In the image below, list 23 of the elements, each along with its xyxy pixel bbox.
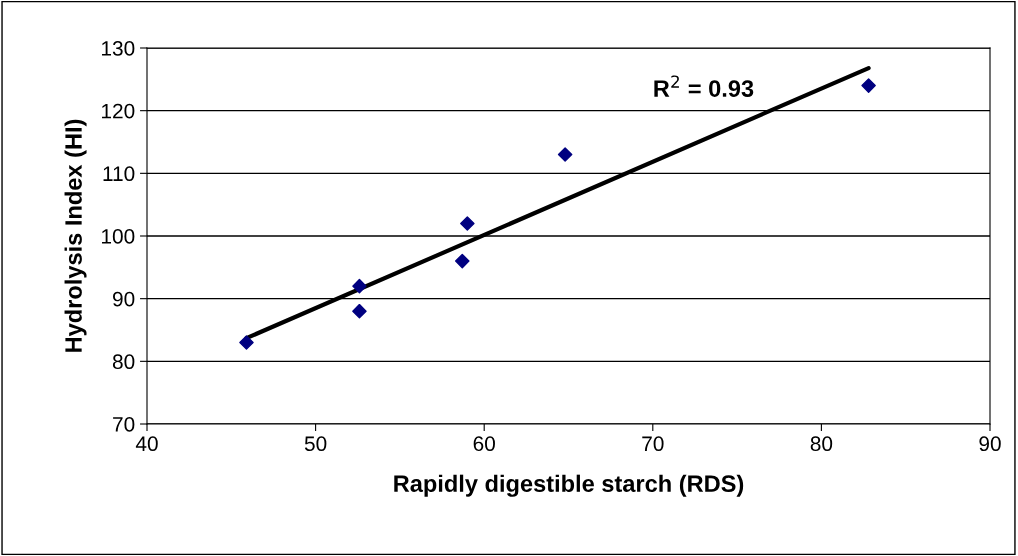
x-tick-label: 60 bbox=[473, 436, 495, 452]
y-tick-label: 90 bbox=[113, 291, 135, 307]
x-tick-label: 70 bbox=[642, 436, 664, 452]
x-tick-label: 80 bbox=[810, 436, 833, 452]
x-axis-title: Rapidly digestible starch (RDS) bbox=[394, 474, 744, 497]
x-tick-label: 50 bbox=[304, 436, 327, 452]
point bbox=[557, 147, 573, 162]
x-tick-label: 90 bbox=[979, 436, 1001, 452]
point bbox=[861, 78, 876, 93]
annotation: R$^{2}$ = 0.93 bbox=[654, 75, 754, 97]
point bbox=[454, 253, 470, 269]
y-tick-label: 120 bbox=[102, 103, 135, 119]
y-tick-label: 130 bbox=[102, 41, 135, 56]
y-tick-label: 100 bbox=[102, 229, 135, 244]
y-tick-label: 70 bbox=[113, 417, 135, 432]
x-tick-label: 40 bbox=[135, 436, 158, 452]
point bbox=[352, 278, 367, 294]
point bbox=[460, 216, 475, 231]
point bbox=[239, 335, 254, 350]
y-tick-label: 80 bbox=[112, 354, 135, 370]
y-tick-label: 110 bbox=[103, 166, 135, 182]
y-axis-title: Hydrolysis Index (HI) bbox=[64, 119, 87, 352]
point bbox=[352, 303, 367, 319]
